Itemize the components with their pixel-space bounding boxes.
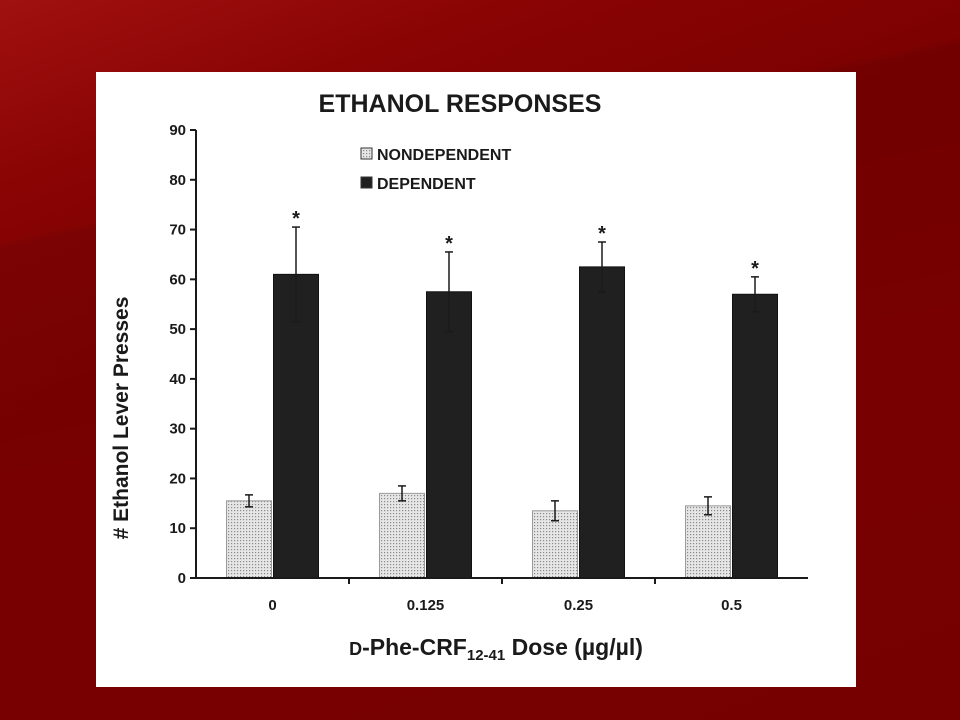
significance-star: * [292, 208, 300, 230]
y-tick-label: 0 [178, 570, 186, 587]
y-tick-label: 40 [169, 371, 186, 388]
nondependent-bar [379, 492, 425, 579]
significance-star: * [598, 223, 606, 245]
y-tick-label: 20 [169, 470, 186, 487]
y-tick-label: 60 [169, 271, 186, 288]
x-tick-label: 0.25 [564, 597, 593, 614]
y-tick-label: 10 [169, 520, 186, 537]
bars: * * * * [226, 208, 778, 579]
dependent-bar [732, 293, 778, 579]
x-axis-label-suffix: Dose (µg/µl) [505, 634, 643, 660]
nondependent-bar [685, 505, 731, 579]
y-axis: 0 10 20 30 40 50 60 70 80 90 [169, 122, 197, 587]
nondependent-bar [532, 510, 578, 579]
x-axis-label-subscript: 12-41 [467, 647, 505, 664]
y-tick-label: 80 [169, 172, 186, 189]
x-tick-label: 0 [268, 597, 276, 614]
significance-star: * [751, 258, 759, 280]
x-axis-label-prefix: D [349, 639, 362, 659]
x-axis-label: D-Phe-CRF12-41 Dose (µg/µl) [349, 634, 643, 664]
y-tick-label: 90 [169, 122, 186, 139]
nondependent-bar [226, 500, 272, 579]
legend: NONDEPENDENT DEPENDENT [360, 147, 511, 193]
x-axis-label-main: -Phe-CRF [362, 634, 467, 660]
y-tick-label: 30 [169, 421, 186, 438]
dependent-bar [273, 273, 319, 579]
y-tick-label: 50 [169, 321, 186, 338]
legend-swatch-nondependent [360, 147, 373, 160]
x-tick-label: 0.5 [721, 597, 742, 614]
legend-label: NONDEPENDENT [377, 147, 511, 164]
chart-title: ETHANOL RESPONSES [319, 90, 602, 118]
chart-card: ETHANOL RESPONSES 0 10 20 30 40 50 60 70 80 90 * *… [96, 72, 856, 687]
significance-star: * [445, 233, 453, 255]
y-axis-label: # Ethanol Lever Presses [110, 297, 133, 540]
dependent-bar [426, 291, 472, 579]
x-axis: 0 0.125 0.25 0.5 [196, 577, 808, 614]
x-tick-label: 0.125 [407, 597, 445, 614]
dependent-bar [579, 266, 625, 579]
legend-swatch-dependent [360, 176, 373, 189]
y-tick-label: 70 [169, 222, 186, 239]
legend-label: DEPENDENT [377, 176, 476, 193]
